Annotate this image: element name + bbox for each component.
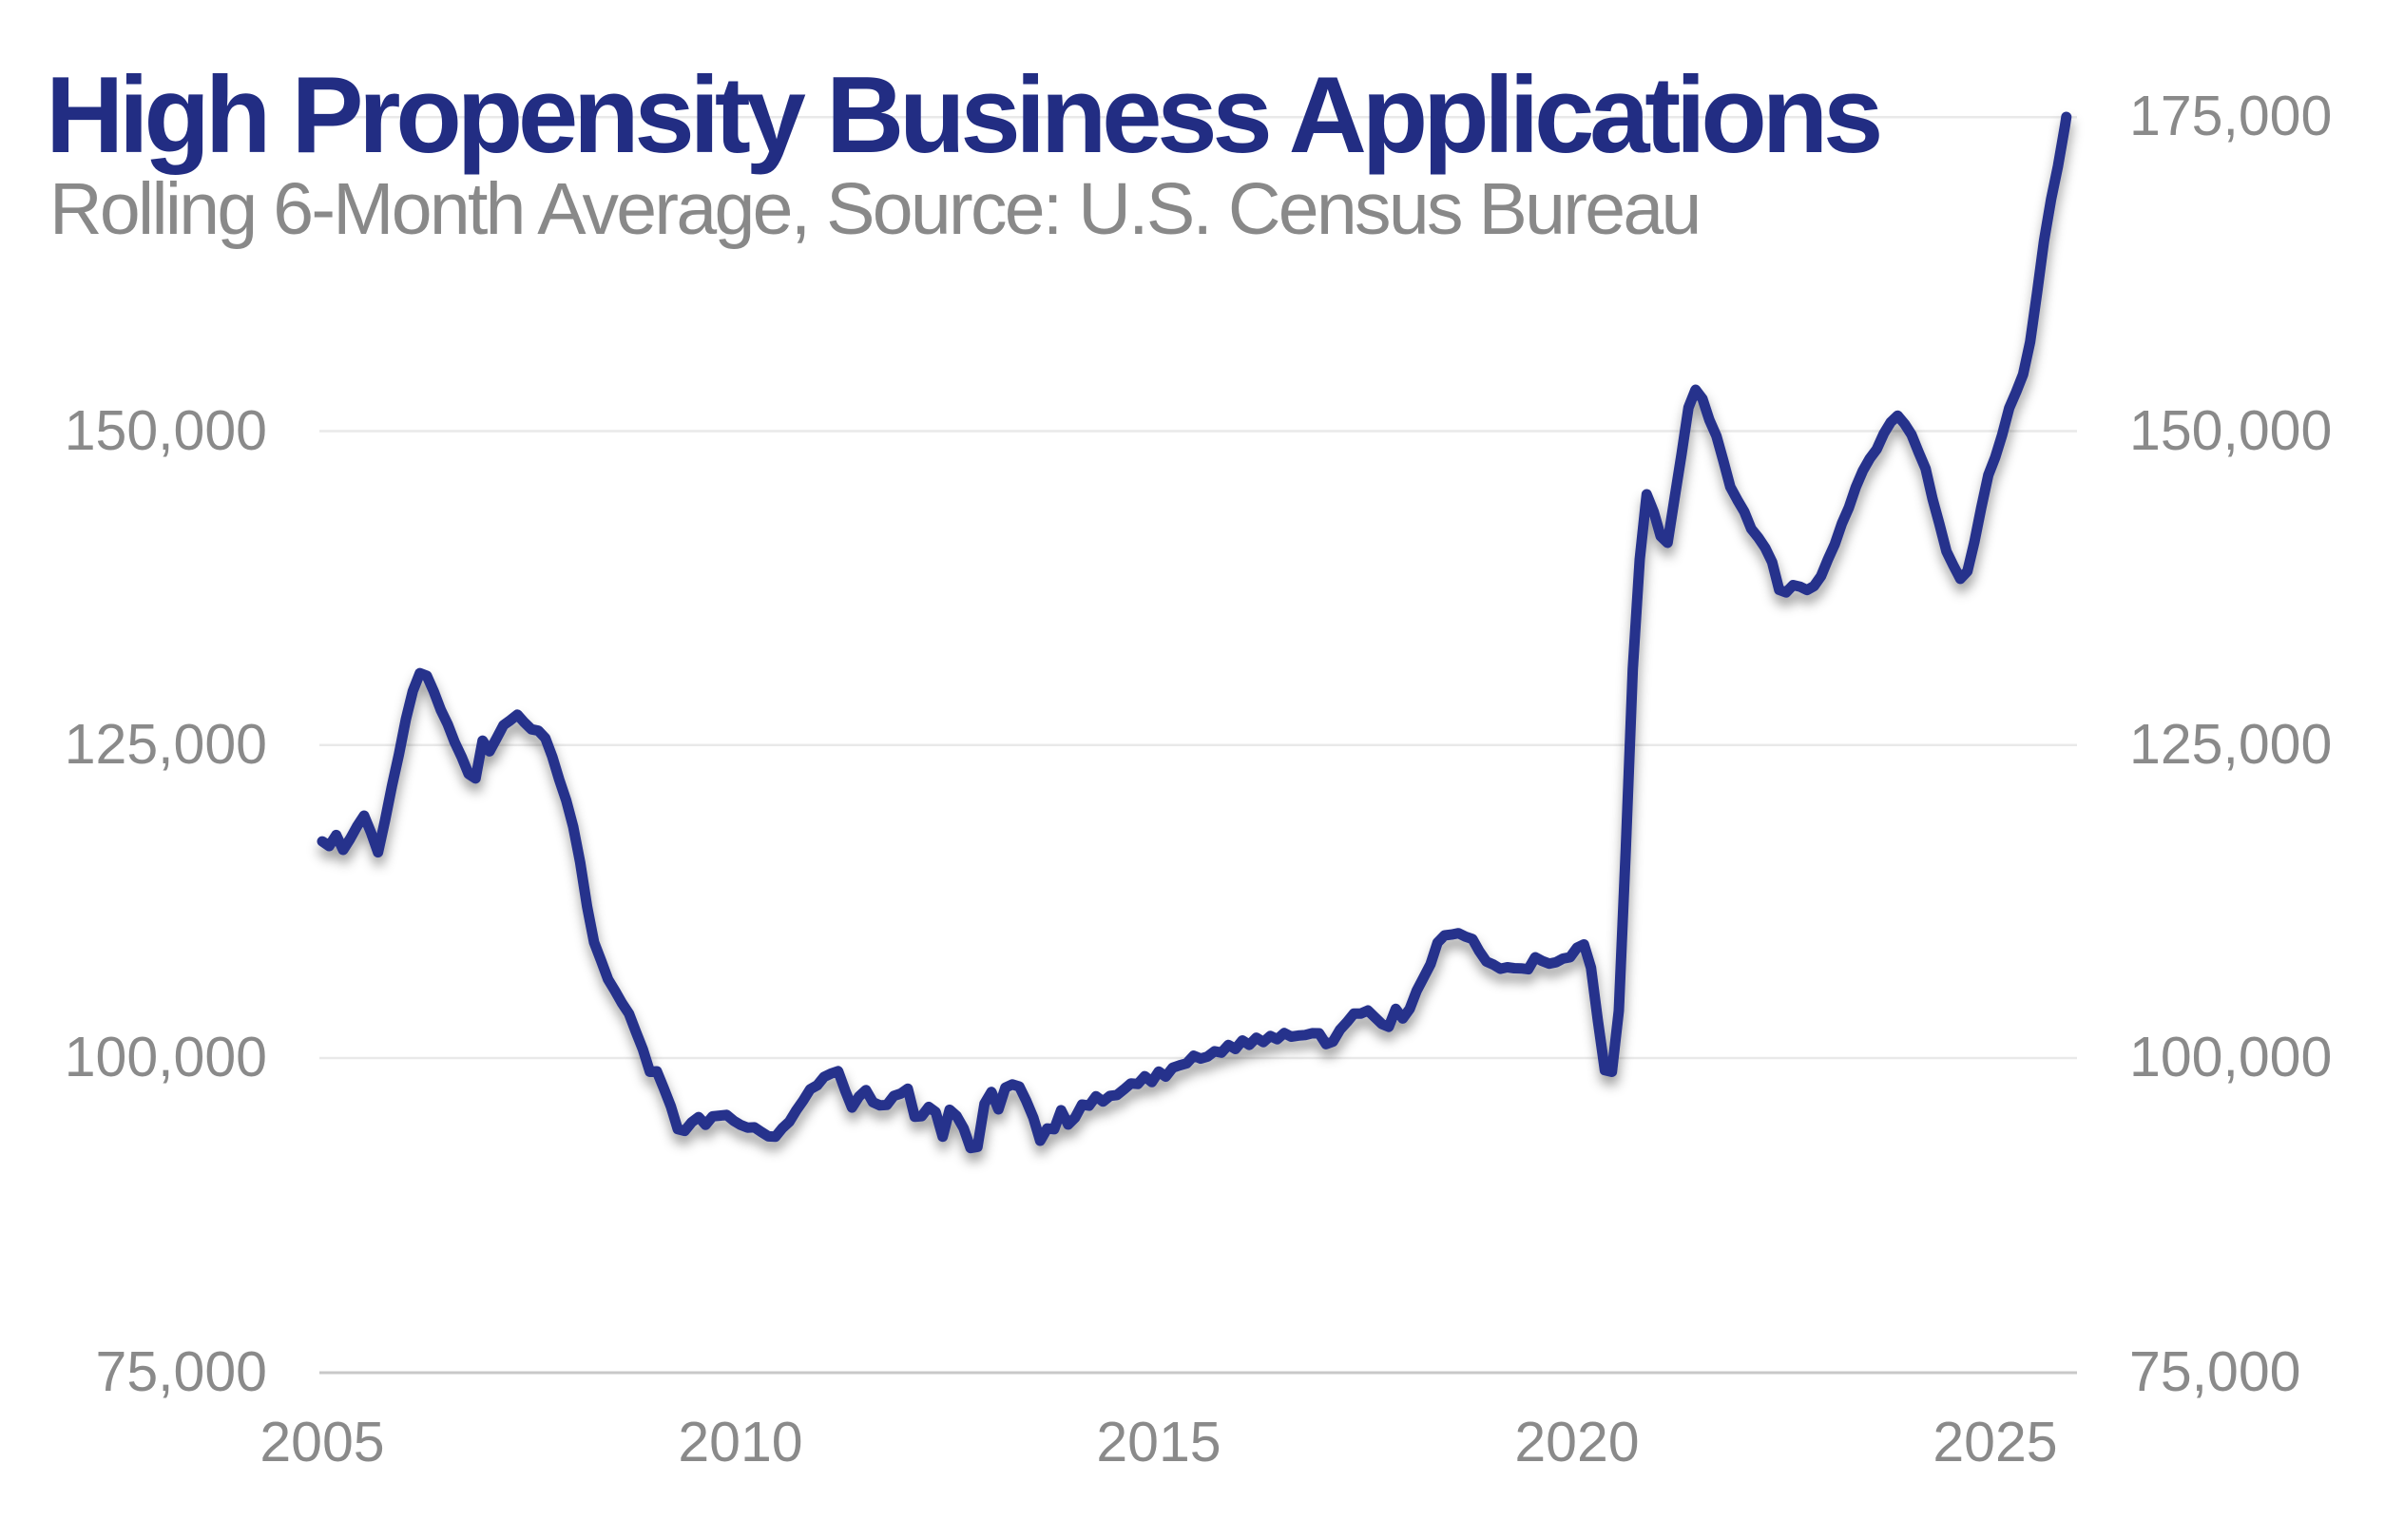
svg-text:100,000: 100,000 (2129, 1026, 2332, 1088)
svg-text:100,000: 100,000 (65, 1026, 267, 1088)
svg-text:175,000: 175,000 (2129, 85, 2332, 147)
svg-text:125,000: 125,000 (65, 713, 267, 776)
svg-text:75,000: 75,000 (2129, 1340, 2300, 1403)
svg-text:150,000: 150,000 (2129, 399, 2332, 462)
svg-text:2015: 2015 (1096, 1411, 1221, 1473)
svg-text:125,000: 125,000 (2129, 713, 2332, 776)
svg-text:2010: 2010 (678, 1411, 802, 1473)
svg-text:2020: 2020 (1514, 1411, 1639, 1473)
svg-text:75,000: 75,000 (96, 1340, 267, 1403)
svg-text:Rolling 6-Month Average, Sourc: Rolling 6-Month Average, Source: U.S. Ce… (49, 168, 1700, 250)
svg-text:150,000: 150,000 (65, 399, 267, 462)
svg-text:High Propensity Business Appli: High Propensity Business Applications (46, 55, 1879, 176)
svg-text:2005: 2005 (260, 1411, 384, 1473)
svg-text:2025: 2025 (1933, 1411, 2057, 1473)
